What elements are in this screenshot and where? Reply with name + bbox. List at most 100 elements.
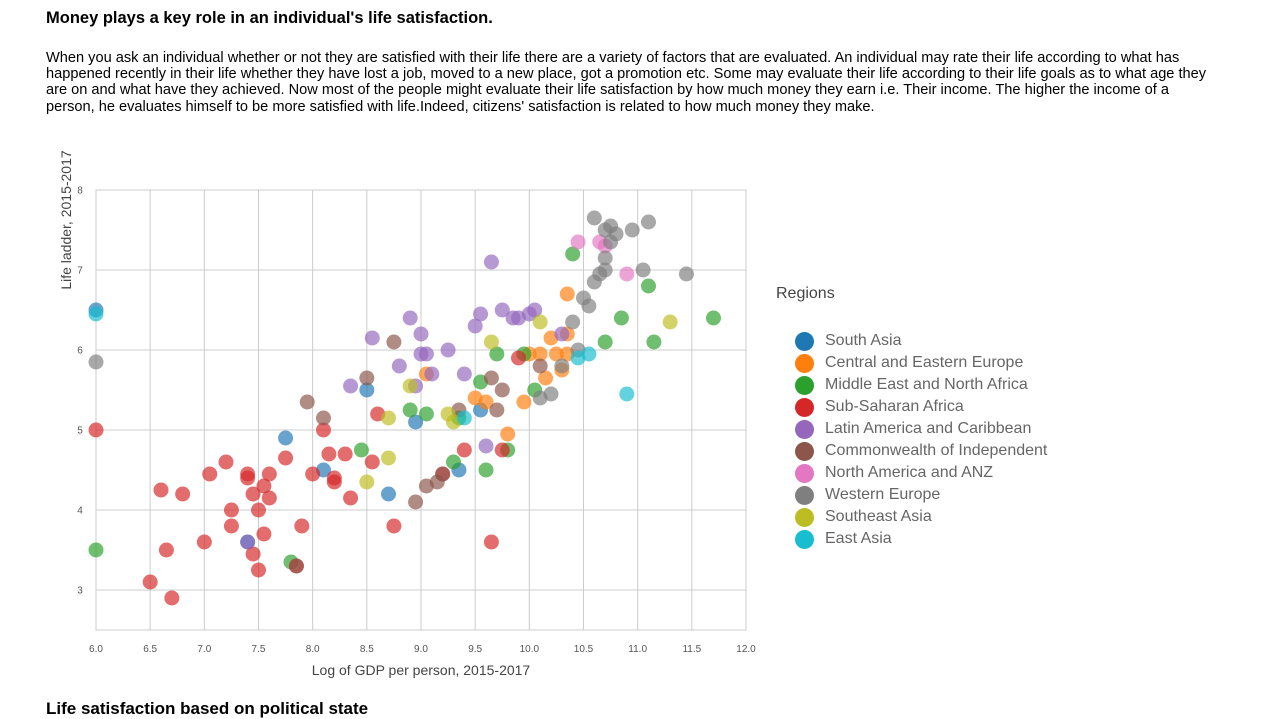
data-point[interactable] [256,526,272,542]
data-point[interactable] [359,382,375,398]
data-point[interactable] [570,234,586,250]
data-point[interactable] [408,414,424,430]
data-point[interactable] [586,210,602,226]
data-point[interactable] [288,558,304,574]
data-point[interactable] [240,534,256,550]
data-point[interactable] [483,370,499,386]
data-point[interactable] [624,222,640,238]
data-point[interactable] [494,442,510,458]
data-point[interactable] [597,262,613,278]
data-point[interactable] [202,466,218,482]
data-point[interactable] [662,314,678,330]
data-point[interactable] [554,326,570,342]
data-point[interactable] [646,334,662,350]
data-point[interactable] [386,518,402,534]
data-point[interactable] [559,286,575,302]
data-point[interactable] [261,466,277,482]
data-point[interactable] [153,482,169,498]
data-point[interactable] [565,246,581,262]
data-point[interactable] [619,266,635,282]
data-point[interactable] [511,350,526,366]
data-point[interactable] [245,546,261,562]
data-point[interactable] [483,534,499,550]
data-point[interactable] [440,342,456,358]
data-point[interactable] [446,454,461,470]
data-point[interactable] [256,478,272,494]
data-point[interactable] [305,466,321,482]
data-point[interactable] [543,386,559,402]
data-point[interactable] [424,366,440,382]
data-point[interactable] [402,402,418,418]
data-point[interactable] [316,422,331,438]
data-point[interactable] [218,454,234,470]
data-point[interactable] [641,278,656,294]
data-point[interactable] [532,358,548,374]
data-point[interactable] [608,226,624,242]
data-point[interactable] [494,302,510,318]
data-point[interactable] [408,494,424,510]
data-point[interactable] [456,442,472,458]
data-point[interactable] [635,262,651,278]
data-point[interactable] [359,474,375,490]
data-point[interactable] [142,574,158,590]
data-point[interactable] [164,590,180,606]
data-point[interactable] [516,394,532,410]
data-point[interactable] [597,334,613,350]
data-point[interactable] [343,378,359,394]
data-point[interactable] [245,486,261,502]
data-point[interactable] [364,454,380,470]
data-point[interactable] [391,358,407,374]
data-point[interactable] [435,466,451,482]
data-point[interactable] [326,470,342,486]
data-point[interactable] [597,250,613,266]
data-point[interactable] [581,298,597,314]
data-point[interactable] [88,354,104,370]
data-point[interactable] [240,466,256,482]
data-point[interactable] [299,394,315,410]
data-point[interactable] [251,502,266,518]
data-point[interactable] [402,310,418,326]
data-point[interactable] [251,562,266,578]
data-point[interactable] [88,306,104,322]
data-point[interactable] [343,490,359,506]
data-point[interactable] [294,518,310,534]
data-point[interactable] [483,334,499,350]
data-point[interactable] [641,214,656,230]
data-point[interactable] [532,314,548,330]
data-point[interactable] [359,370,375,386]
data-point[interactable] [613,310,629,326]
data-point[interactable] [223,502,239,518]
data-point[interactable] [706,310,721,326]
data-point[interactable] [196,534,212,550]
data-point[interactable] [532,346,548,362]
data-point[interactable] [381,410,396,426]
data-point[interactable] [565,314,581,330]
data-point[interactable] [548,346,564,362]
data-point[interactable] [456,366,472,382]
data-point[interactable] [483,254,499,270]
data-point[interactable] [88,542,104,558]
data-point[interactable] [418,346,434,362]
data-point[interactable] [418,406,434,422]
data-point[interactable] [321,446,337,462]
data-point[interactable] [478,394,494,410]
data-point[interactable] [538,370,554,386]
data-point[interactable] [158,542,174,558]
data-point[interactable] [278,430,294,446]
data-point[interactable] [316,410,331,426]
data-point[interactable] [489,346,505,362]
data-point[interactable] [489,402,505,418]
data-point[interactable] [478,462,494,478]
data-point[interactable] [88,422,104,438]
data-point[interactable] [456,410,472,426]
data-point[interactable] [500,426,516,442]
data-point[interactable] [175,486,191,502]
data-point[interactable] [223,518,239,534]
data-point[interactable] [413,326,429,342]
data-point[interactable] [381,450,396,466]
data-point[interactable] [581,346,597,362]
data-point[interactable] [337,446,353,462]
data-point[interactable] [467,318,483,334]
data-point[interactable] [478,438,494,454]
data-point[interactable] [364,330,380,346]
